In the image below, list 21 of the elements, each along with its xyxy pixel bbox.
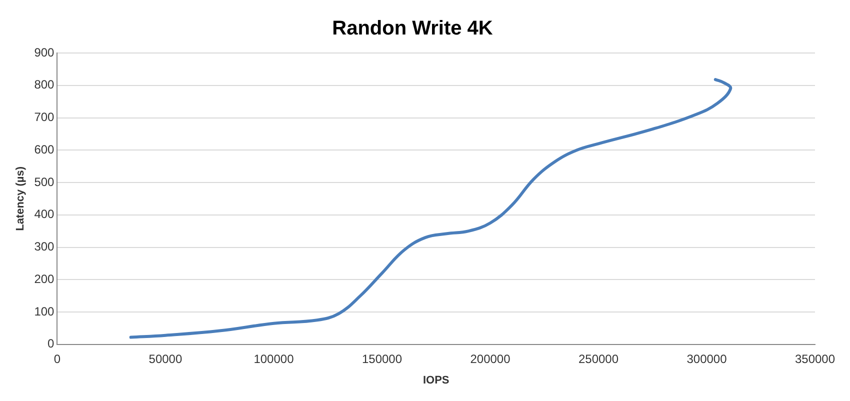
x-tick-label: 200000 xyxy=(470,352,511,366)
y-axis-title: Latency (µs) xyxy=(14,166,27,231)
x-tick-label: 150000 xyxy=(362,352,402,366)
y-tick-label: 800 xyxy=(34,78,55,92)
y-tick-label: 100 xyxy=(34,304,55,318)
y-tick-label: 0 xyxy=(48,336,55,351)
y-tick-label: 200 xyxy=(34,272,55,286)
y-tick-label: 500 xyxy=(34,174,55,189)
x-axis-title: IOPS xyxy=(422,374,450,386)
y-tick-label: 400 xyxy=(34,207,55,222)
y-tick-label: 700 xyxy=(34,110,55,124)
x-tick-label: 100000 xyxy=(254,352,294,366)
y-tick-label: 300 xyxy=(34,240,55,254)
line-series xyxy=(129,78,732,339)
x-tick-label: 350000 xyxy=(794,352,836,366)
x-tick-label: 300000 xyxy=(686,352,728,366)
y-tick-label: 900 xyxy=(34,45,55,60)
x-tick-label: 250000 xyxy=(578,352,619,366)
chart-title: Randon Write 4K xyxy=(332,18,494,40)
x-tick-label: 50000 xyxy=(148,352,182,366)
y-tick-label: 600 xyxy=(34,142,55,156)
